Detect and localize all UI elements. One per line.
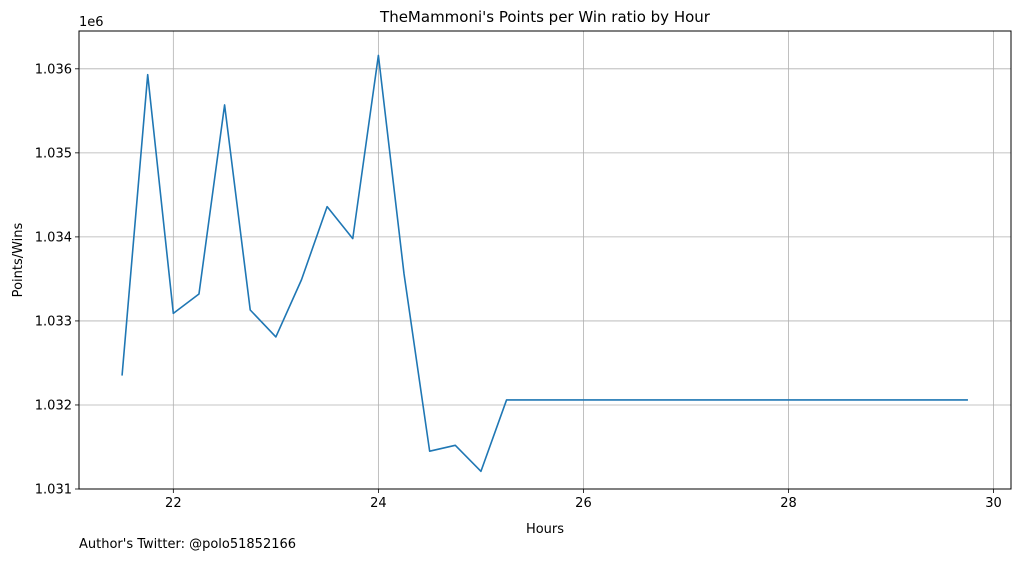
x-axis-ticks: 22 24 26 28 30 (165, 489, 1002, 511)
x-axis-label: Hours (526, 522, 564, 537)
y-axis-ticks: 1.031 1.032 1.033 1.034 1.035 1.036 (35, 62, 79, 498)
chart-title: TheMammoni's Points per Win ratio by Hou… (379, 8, 711, 26)
y-tick-label: 1.032 (35, 398, 72, 413)
y-tick-label: 1.035 (35, 146, 72, 161)
y-tick-label: 1.033 (35, 314, 72, 329)
x-tick-label: 28 (780, 496, 797, 511)
series-layer (121, 54, 968, 473)
x-tick-label: 26 (575, 496, 592, 511)
y-tick-label: 1.036 (35, 62, 72, 77)
y-tick-label: 1.034 (35, 230, 72, 245)
series-line (121, 54, 968, 473)
grid-lines (79, 31, 1011, 490)
x-tick-label: 30 (985, 496, 1002, 511)
y-offset-label: 1e6 (79, 15, 104, 30)
x-tick-label: 22 (165, 496, 182, 511)
plot-frame (78, 30, 1012, 490)
author-twitter-note: Author's Twitter: @polo51852166 (79, 537, 297, 552)
y-tick-label: 1.031 (35, 483, 72, 498)
y-axis-label: Points/Wins (11, 222, 26, 297)
x-tick-label: 24 (370, 496, 387, 511)
